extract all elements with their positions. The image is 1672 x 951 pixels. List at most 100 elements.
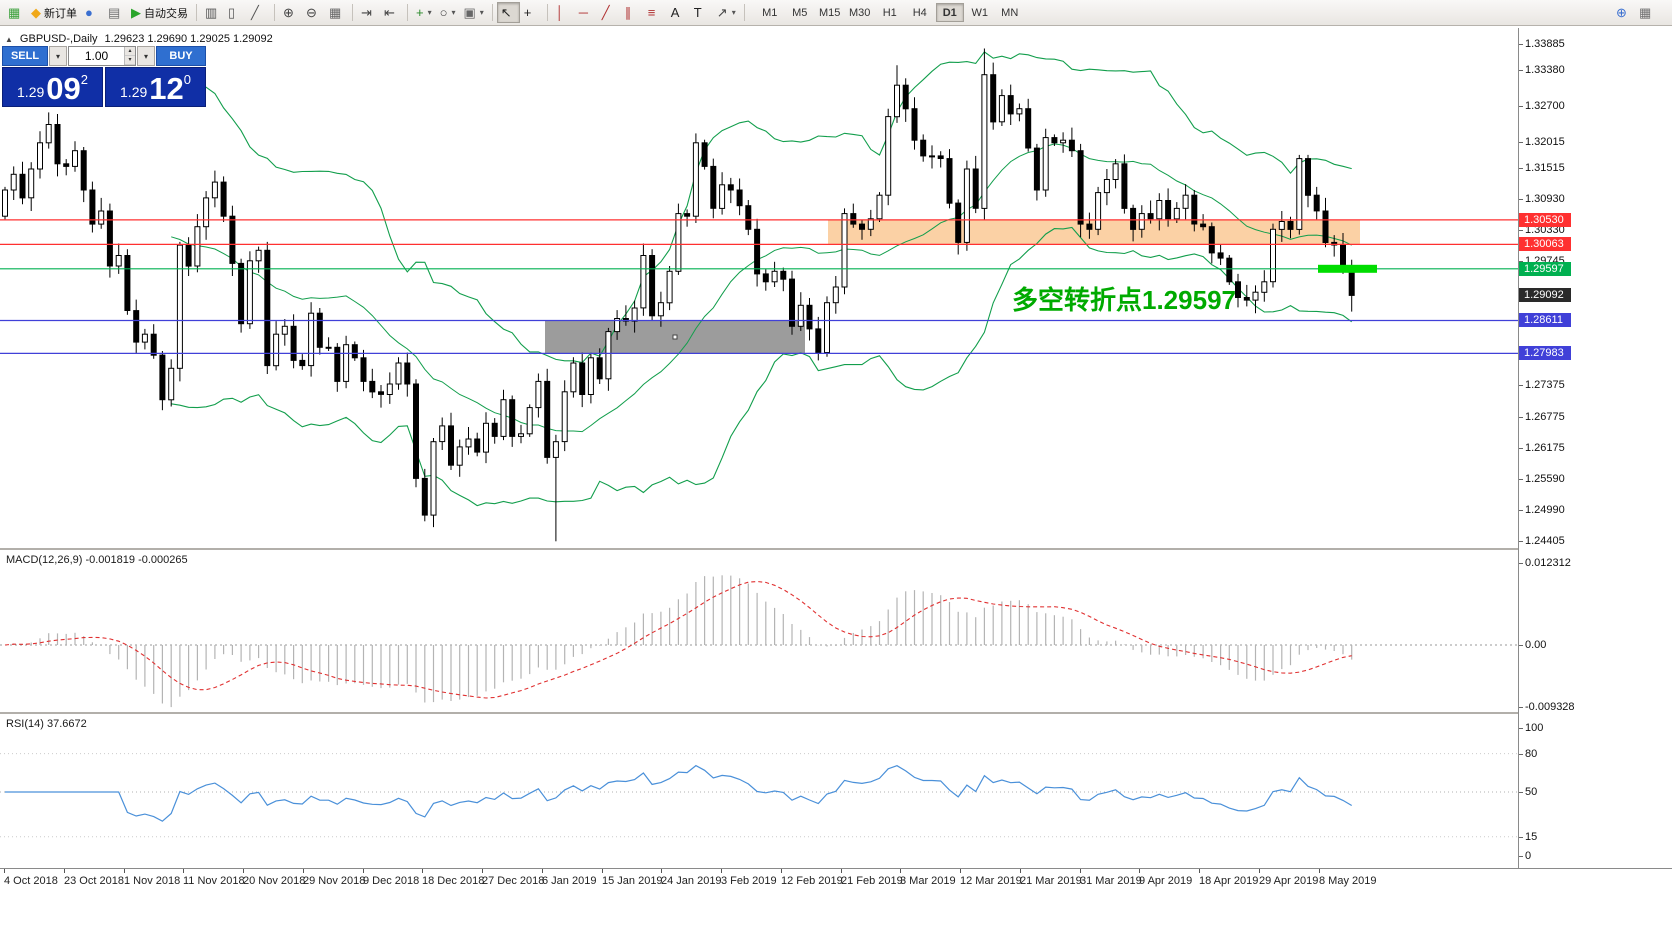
macd-chart[interactable] [0,550,1518,712]
rsi-chart[interactable] [0,714,1518,868]
volume-down-button[interactable]: ▾ [125,56,135,65]
date-axis[interactable]: 4 Oct 2018 23 Oct 2018 1 Nov 2018 11 Nov 20… [0,868,1672,951]
timeframe-mn-button[interactable]: MN [996,3,1024,22]
date-label: 20 Nov 2018 [243,875,306,887]
rsi-scale-tick: 0 [1518,850,1532,862]
caret-down-icon: ▾ [479,8,484,17]
pivot-highlight-segment[interactable] [1318,264,1377,273]
search-zoom-button[interactable]: ⊕ [1612,2,1635,23]
sell-price[interactable]: 1.29 09 2 [2,67,103,107]
trendline-button[interactable]: ╱ [598,2,621,23]
macd-signal-line [4,580,1352,699]
fibonacci-button[interactable]: ≡ [644,2,667,23]
bar-chart-button[interactable]: ▥ [201,2,224,23]
pivot-annotation[interactable]: 多空转折点1.29597 [1012,285,1236,315]
candlestick-chart-icon: ▯ [228,5,236,20]
community-button[interactable]: ● [81,2,104,23]
price-tick: 1.26775 [1519,411,1565,423]
periods-button[interactable]: ○ ▾ [436,2,460,23]
sell-options-dropdown[interactable]: ▾ [49,46,67,66]
crosshair-button[interactable]: + [520,2,543,23]
panel-splitter[interactable] [0,548,1672,550]
timeframe-w1-button[interactable]: W1 [966,3,994,22]
new-chart-button[interactable]: ▦ [4,2,27,23]
volume-input[interactable] [69,47,124,65]
auto-trading-button[interactable]: ▶ 自动交易 [127,2,192,23]
zoom-in-button[interactable]: ⊕ [279,2,302,23]
text-button[interactable]: A [667,2,690,23]
toolbar-group-right: ⊕ ▦ [1612,0,1658,25]
candlestick-chart-button[interactable]: ▯ [224,2,247,23]
date-tick-mark [900,869,901,873]
date-tick-mark [1199,869,1200,873]
zone-handle[interactable] [672,334,678,340]
toolbar-group-cursor: ↖ + [496,0,543,25]
chart-ohlc: 1.29623 1.29690 1.29025 1.29092 [104,33,273,45]
timeframe-d1-button[interactable]: D1 [935,3,964,22]
new-order-button[interactable]: ◆ 新订单 [27,2,81,23]
new-order-button-label: 新订单 [44,7,77,20]
date-label: 1 Nov 2018 [124,875,181,887]
rsi-scale-tick: 100 [1518,722,1544,734]
date-label: 21 Mar 2019 [1020,875,1082,887]
volume-up-button[interactable]: ▴ [125,47,135,56]
bar-chart-icon: ▥ [205,5,218,20]
templates-button[interactable]: ▣ ▾ [459,2,487,23]
date-tick-mark [482,869,483,873]
toolbar-group-chart-type: ▥ ▯ ╱ [201,0,270,25]
market-watch-icon: ▤ [108,5,121,20]
timeframe-m30-button[interactable]: M30 [846,3,874,22]
date-tick-mark [1139,869,1140,873]
rsi-line [5,764,1353,822]
date-tick-mark [661,869,662,873]
price-chart-panel[interactable]: ▲ GBPUSD-,Daily 1.29623 1.29690 1.29025 … [0,28,1518,548]
trade-prices-row: 1.29 09 2 1.29 12 0 [2,67,206,107]
text-label-button[interactable]: T [690,2,713,23]
buy-options-dropdown[interactable]: ▾ [137,46,155,66]
candlestick-chart[interactable] [0,28,1518,548]
new-window-button[interactable]: ▦ [1635,2,1658,23]
price-tick: 1.33380 [1519,64,1565,76]
timeframe-h1-button[interactable]: H1 [876,3,904,22]
collapse-arrow-icon[interactable]: ▲ [5,34,13,44]
date-tick-mark [124,869,125,873]
sell-button[interactable]: SELL [2,46,48,66]
price-axis[interactable]: 1.33885 1.33380 1.32700 1.32015 1.31515 1.309… [1518,28,1672,868]
date-tick-mark [781,869,782,873]
templates-icon: ▣ [463,5,476,20]
auto-scroll-button[interactable]: ⇥ [357,2,380,23]
date-label: 9 Apr 2019 [1139,875,1193,887]
date-tick-mark [1259,869,1260,873]
text-label-icon: T [693,5,702,20]
market-watch-button[interactable]: ▤ [104,2,127,23]
arrows-button[interactable]: ↗ ▾ [713,2,740,23]
channel-button[interactable]: ∥ [621,2,644,23]
timeframe-m1-button[interactable]: M1 [756,3,784,22]
panel-splitter[interactable] [0,712,1672,714]
rsi-panel[interactable]: RSI(14) 37.6672 [0,714,1518,868]
date-label: 12 Mar 2019 [960,875,1022,887]
line-chart-button[interactable]: ╱ [247,2,270,23]
timeframe-m5-button[interactable]: M5 [786,3,814,22]
timeframe-h4-button[interactable]: H4 [906,3,934,22]
timeframe-m15-button[interactable]: M15 [816,3,844,22]
sell-price-sup: 2 [80,72,88,87]
toolbar-separator [407,4,408,21]
macd-panel[interactable]: MACD(12,26,9) -0.001819 -0.000265 [0,550,1518,712]
chart-shift-button[interactable]: ⇤ [380,2,403,23]
caret-down-icon: ▾ [427,8,432,17]
indicators-button[interactable]: + ▾ [412,2,436,23]
tile-windows-button[interactable]: ▦ [325,2,348,23]
vertical-line-button[interactable]: │ [552,2,575,23]
price-tick: 1.31515 [1519,162,1565,174]
zoom-out-button[interactable]: ⊖ [302,2,325,23]
buy-price[interactable]: 1.29 12 0 [105,67,206,107]
macd-scale-tick: 0.012312 [1519,557,1571,569]
date-label: 18 Apr 2019 [1199,875,1259,887]
toolbar-group-objects: │ ─ ╱ ∥ ≡ A T ↗ ▾ [552,0,740,25]
buy-button[interactable]: BUY [156,46,206,66]
auto-trading-button-label: 自动交易 [144,7,188,20]
horizontal-line-button[interactable]: ─ [575,2,598,23]
cursor-button[interactable]: ↖ [496,2,520,23]
date-tick-mark [422,869,423,873]
